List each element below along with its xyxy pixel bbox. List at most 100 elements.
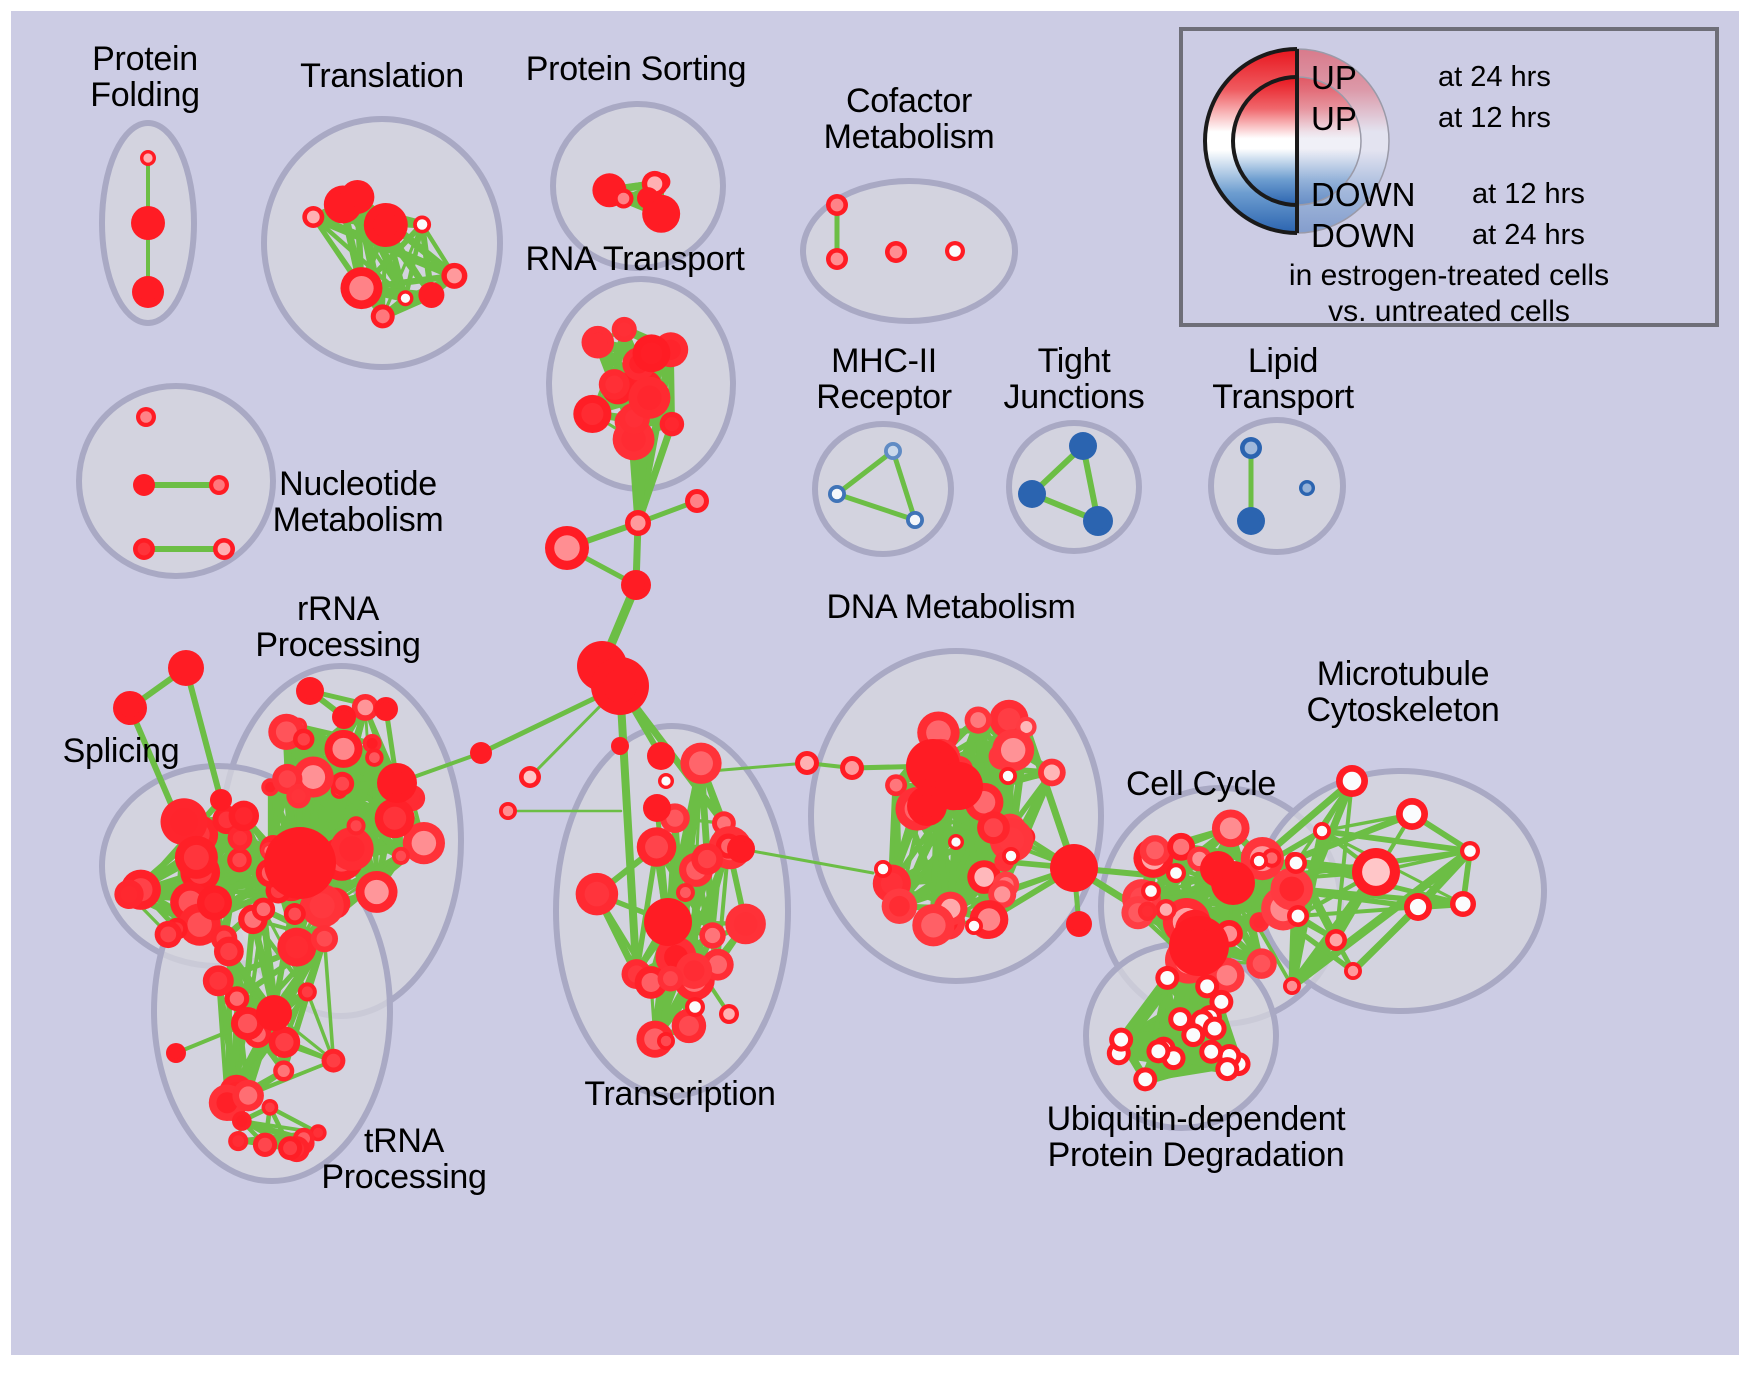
gene-node-inner: [830, 252, 844, 266]
legend-panel: UP at 24 hrs UP at 12 hrs DOWN at 12 hrs…: [1179, 27, 1719, 328]
gene-node-inner: [383, 806, 407, 830]
gene-node-inner: [1362, 858, 1390, 886]
interaction-edge: [305, 990, 336, 1063]
gene-node-inner: [617, 192, 630, 205]
gene-node-inner: [1181, 928, 1217, 964]
gene-node-inner: [605, 375, 624, 394]
gene-node-inner: [170, 808, 198, 836]
gene-node-inner: [120, 885, 138, 903]
gene-node-inner: [379, 702, 393, 716]
interaction-edge: [1144, 825, 1234, 915]
gene-node-inner: [369, 752, 380, 763]
cluster-halo-nucleotide-metab: [76, 383, 276, 579]
legend-state-1: UP: [1311, 100, 1357, 137]
gene-node-inner: [1242, 512, 1260, 530]
gene-node-inner: [1043, 764, 1060, 781]
gene-node-inner: [301, 682, 319, 700]
gene-node-inner: [1138, 1072, 1153, 1087]
gene-node-inner: [1173, 1012, 1188, 1027]
interaction-edge: [1287, 826, 1327, 991]
cluster-halo-cofactor-metabolism: [800, 178, 1018, 324]
gene-node-inner: [1253, 855, 1265, 867]
gene-node-inner: [679, 887, 691, 899]
gene-node-inner: [265, 782, 276, 793]
gene-node-inner: [1207, 858, 1229, 880]
gene-node-inner: [357, 699, 374, 716]
gene-node-inner: [1173, 838, 1190, 855]
gene-node-inner: [502, 805, 514, 817]
gene-node-inner: [1253, 916, 1266, 929]
gene-node-inner: [800, 756, 814, 770]
gene-node-inner: [1220, 1062, 1235, 1077]
gene-node-inner: [237, 1013, 258, 1034]
gene-node-inner: [446, 268, 462, 284]
gene-node-inner: [1216, 965, 1238, 986]
gene-node-inner: [326, 1053, 341, 1068]
gene-node-inner: [1146, 841, 1164, 860]
gene-node-inner: [306, 210, 320, 224]
gene-node-inner: [1151, 1044, 1166, 1059]
gene-node-inner: [120, 698, 140, 718]
gene-node-inner: [1279, 876, 1305, 902]
gene-node-inner: [474, 746, 488, 760]
gene-node-inner: [974, 867, 994, 887]
gene-node-inner: [654, 908, 682, 936]
gene-node-inner: [170, 1047, 182, 1059]
gene-node-inner: [220, 942, 238, 961]
gene-node-inner: [209, 971, 228, 990]
gene-node-inner: [1302, 483, 1312, 493]
legend-swatch-icon: [1203, 47, 1390, 235]
gene-node-inner: [1252, 954, 1271, 973]
gene-node-inner: [373, 212, 399, 238]
gene-node-inner: [640, 342, 663, 365]
network-nodes: [113, 150, 1480, 1163]
interaction-edge: [1287, 846, 1475, 991]
interaction-edge: [1230, 848, 1473, 886]
gene-node-inner: [831, 488, 843, 500]
interaction-edge: [183, 665, 224, 803]
gene-node-inner: [335, 776, 350, 791]
legend-caption-line2: vs. untreated cells: [1328, 295, 1570, 328]
gene-node-inner: [140, 411, 152, 423]
gene-node-inner: [1402, 804, 1422, 824]
gene-node-inner: [411, 830, 437, 856]
interaction-edge: [834, 448, 896, 497]
legend-state-0: UP: [1311, 59, 1357, 96]
interaction-edge: [1022, 723, 1078, 872]
gene-node-inner: [395, 850, 407, 862]
interaction-edge: [381, 222, 424, 318]
gene-node-inner: [350, 820, 362, 832]
gene-node-inner: [423, 287, 439, 303]
gene-node-inner: [889, 245, 903, 259]
gene-node-inner: [291, 788, 306, 804]
gene-node-inner: [1186, 1028, 1201, 1043]
gene-node-inner: [1023, 485, 1041, 503]
interaction-edge: [633, 844, 660, 977]
gene-node-inner: [375, 309, 390, 324]
gene-node-inner: [316, 930, 333, 947]
interaction-edge: [890, 448, 918, 523]
gene-node-inner: [278, 770, 297, 788]
gene-node-inner: [309, 893, 335, 919]
gene-node-inner: [138, 213, 158, 233]
gene-node-inner: [690, 494, 704, 508]
gene-node-inner: [650, 202, 673, 225]
gene-node-inner: [1342, 771, 1362, 791]
interaction-edge: [616, 682, 641, 979]
legend-time-0: at 24 hrs: [1438, 61, 1551, 93]
gene-node-inner: [277, 1064, 290, 1078]
gene-node-inner: [637, 385, 662, 410]
gene-node-inner: [614, 740, 626, 752]
gene-node-inner: [661, 776, 671, 786]
gene-node-inner: [648, 799, 666, 817]
legend-time-1: at 12 hrs: [1438, 102, 1551, 134]
gene-node-inner: [723, 1008, 735, 1020]
gene-node-inner: [689, 1001, 701, 1013]
network-canvas: Protein Folding Translation Protein Sortin…: [11, 11, 1739, 1355]
gene-node-inner: [213, 479, 225, 491]
gene-node-inner: [236, 1115, 248, 1127]
cluster-halo-lipid-transport: [1208, 417, 1346, 555]
gene-node-inner: [332, 737, 355, 760]
gene-node-inner: [994, 886, 1011, 903]
